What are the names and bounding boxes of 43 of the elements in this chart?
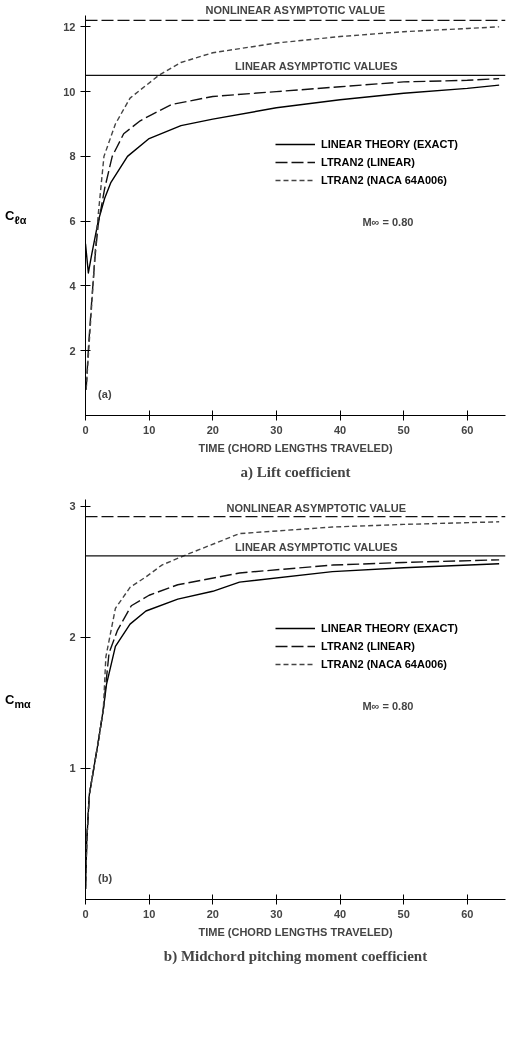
ref-line-label: NONLINEAR ASYMPTOTIC VALUE [205,3,386,16]
x-tick-label: 20 [206,907,219,920]
y-tick-label: 6 [69,215,76,228]
text: a) Lift coefficient [240,463,351,481]
legend-label: LINEAR THEORY (EXACT) [321,137,458,152]
y-tick-label: 4 [69,279,77,292]
x-tick-label: 50 [397,907,410,920]
y-axis-title: C$_{ℓα}$ [5,207,27,228]
annotation: (b) [98,871,113,884]
y-axis-title: C$_{mα}$ [5,691,31,712]
x-tick-label: 40 [333,907,347,920]
annotation: M∞ = 0.80 [362,215,414,228]
x-tick-label: 0 [82,423,89,436]
legend-label: LTRAN2 (NACA 64A006) [321,173,447,188]
x-tick-label: 60 [461,423,474,436]
y-tick-label: 2 [69,631,76,644]
x-axis-title: TIME (CHORD LENGTHS TRAVELED) [198,441,393,454]
annotation: M∞ = 0.80 [362,699,414,712]
x-axis-title: TIME (CHORD LENGTHS TRAVELED) [198,925,393,938]
y-tick-label: 12 [63,20,76,33]
ref-line-label: LINEAR ASYMPTOTIC VALUES [235,60,398,73]
x-tick-label: 40 [333,423,347,436]
x-tick-label: 0 [82,907,89,920]
text: b) Midchord pitching moment coefficient [163,947,428,965]
ref-line-label: NONLINEAR ASYMPTOTIC VALUE [226,501,407,514]
legend-label: LINEAR THEORY (EXACT) [321,621,458,636]
x-tick-label: 50 [397,423,410,436]
x-tick-label: 30 [270,907,283,920]
x-tick-label: 60 [461,907,474,920]
legend-label: LTRAN2 (NACA 64A006) [321,657,447,672]
y-tick-label: 1 [69,762,76,775]
y-tick-label: 10 [63,85,76,98]
y-tick-label: 2 [69,344,76,357]
x-tick-label: 10 [143,423,156,436]
ref-line-label: LINEAR ASYMPTOTIC VALUES [235,540,398,553]
x-tick-label: 10 [143,907,156,920]
y-tick-label: 3 [69,500,76,513]
x-tick-label: 20 [206,423,219,436]
annotation: (a) [98,387,112,400]
legend-label: LTRAN2 (LINEAR) [321,155,415,170]
x-tick-label: 30 [270,423,283,436]
y-tick-label: 8 [69,150,76,163]
legend-label: LTRAN2 (LINEAR) [321,639,415,654]
